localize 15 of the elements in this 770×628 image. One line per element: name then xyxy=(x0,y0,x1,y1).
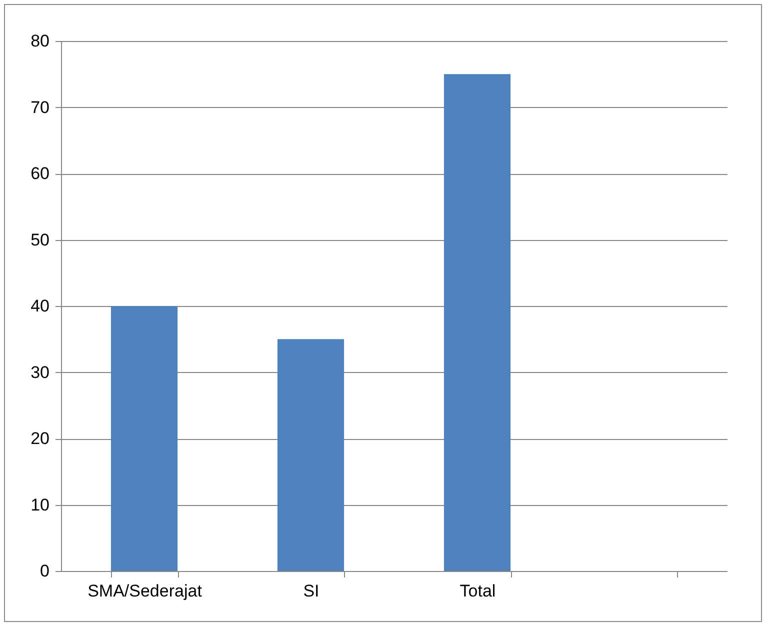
y-tick-label: 70 xyxy=(30,98,50,117)
y-tick-label: 20 xyxy=(30,429,50,448)
y-tick-label: 50 xyxy=(30,230,50,250)
bar xyxy=(110,306,178,571)
x-tick-label: SI xyxy=(303,582,320,600)
y-tick-label: 10 xyxy=(30,495,50,514)
y-tick-label: 30 xyxy=(30,362,50,382)
y-tick-label: 80 xyxy=(30,32,50,50)
y-tick-label: 0 xyxy=(40,562,50,580)
x-tick-label: SMA/Sederajat xyxy=(88,582,202,600)
y-tick-label: 40 xyxy=(30,296,50,316)
x-tick-label: Total xyxy=(460,582,496,600)
bar xyxy=(277,339,344,571)
y-tick-label: 60 xyxy=(30,164,50,183)
bar xyxy=(444,74,511,571)
